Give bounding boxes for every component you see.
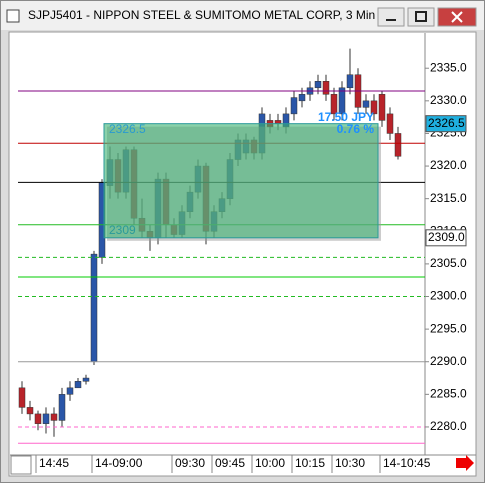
chart-area [8, 31, 477, 477]
box-high-label: 2326.5 [109, 122, 146, 136]
y-tick-label: 2300.0 [430, 289, 467, 303]
candle-body [338, 87, 346, 115]
y-tick-label: 2290.0 [430, 354, 467, 368]
close-icon [451, 11, 463, 23]
x-tick-label: 09:30 [175, 456, 205, 470]
minimize-button[interactable] [377, 7, 405, 27]
candle-body [74, 381, 82, 389]
x-tick-label: 14-10:45 [383, 456, 431, 470]
candle-body [346, 74, 354, 89]
candle-body [50, 413, 58, 421]
candle-body [18, 387, 26, 408]
candle-body [82, 377, 90, 382]
candle-body [90, 253, 98, 362]
x-tick-label: 14:45 [39, 456, 69, 470]
box-percent-label: 0.76 % [337, 122, 375, 136]
y-tick-label: 2295.0 [430, 321, 467, 335]
y-tick-label: 2305.0 [430, 256, 467, 270]
candle-body [386, 113, 394, 134]
candle-body [290, 97, 298, 115]
box-change-label: 17.50 JPY [318, 110, 374, 124]
y-tick-label: 2335.0 [430, 60, 467, 74]
maximize-button[interactable] [407, 7, 435, 27]
x-tick-label: 10:15 [295, 456, 325, 470]
x-tick-label: 14-09:00 [95, 456, 143, 470]
candle-body [314, 81, 322, 89]
x-tick-label: 10:30 [335, 456, 365, 470]
maximize-icon [415, 11, 427, 22]
candle-body [394, 133, 402, 157]
y-tick-label: 2315.0 [430, 191, 467, 205]
y-tick-label: 2330.0 [430, 93, 467, 107]
candle-body [330, 94, 338, 115]
candle-body [322, 81, 330, 95]
candle-body [378, 94, 386, 121]
price-marker-label: 2326.5 [428, 116, 465, 130]
candle-body [58, 394, 66, 421]
candle-body [66, 387, 74, 395]
y-tick-label: 2320.0 [430, 158, 467, 172]
window-title: SJPJ5401 - NIPPON STEEL & SUMITOMO METAL… [28, 8, 375, 22]
y-tick-label: 2285.0 [430, 387, 467, 401]
candle-body [26, 407, 34, 415]
y-tick-label: 2280.0 [430, 419, 467, 433]
price-marker [425, 115, 467, 133]
candle-body [34, 413, 42, 424]
scroll-arrow[interactable] [456, 455, 474, 471]
measure-box [103, 123, 379, 239]
price-marker-label: 2309.0 [428, 230, 465, 244]
candle-body [362, 100, 370, 108]
candle-body [298, 94, 306, 102]
box-low-label: 2309 [109, 223, 136, 237]
corner-button[interactable] [10, 455, 32, 475]
candle-body [42, 413, 50, 424]
x-tick-label: 09:45 [215, 456, 245, 470]
x-tick-label: 10:00 [255, 456, 285, 470]
candle-body [370, 100, 378, 115]
app-icon [6, 9, 20, 23]
price-marker [425, 229, 467, 247]
